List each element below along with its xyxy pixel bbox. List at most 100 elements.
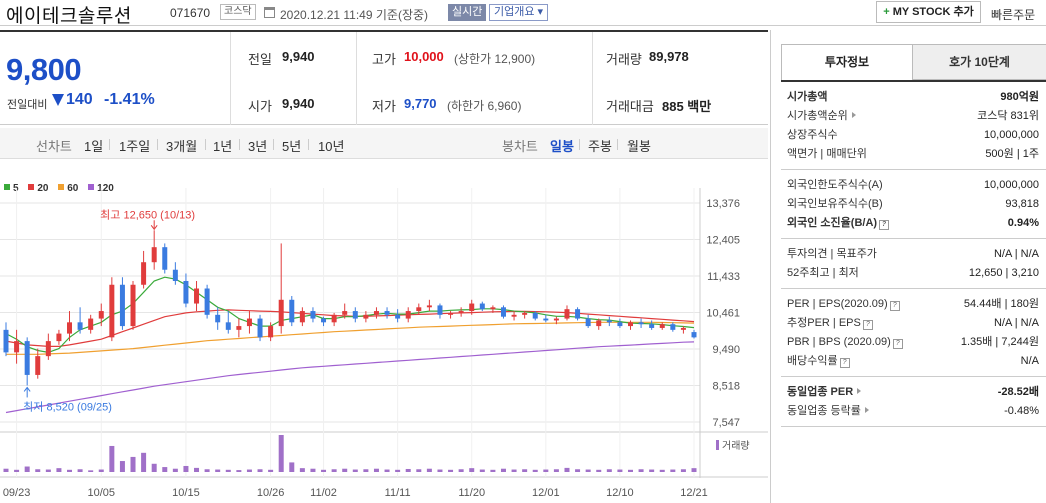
candle <box>14 329 20 364</box>
candle <box>257 314 263 342</box>
x-tick-label: 12/10 <box>606 487 634 499</box>
chart-period-tabs: 선차트 1일 1주일 3개월 1년 3년 5년 10년 봉차트 일봉 주봉 월봉 <box>0 128 768 159</box>
volume-bar <box>331 469 337 472</box>
candle-body <box>575 309 581 319</box>
tab-separator <box>239 139 240 150</box>
candle <box>141 250 147 289</box>
candle-body <box>35 356 41 375</box>
info-value: 1.35배 | 7,244원 <box>960 336 1039 348</box>
volume-bar <box>141 452 147 472</box>
volume-bar <box>575 469 581 472</box>
volume-bar <box>437 469 443 472</box>
tab-daily[interactable]: 일봉 <box>550 139 574 154</box>
info-key-text: 시가총액 <box>787 91 828 103</box>
tab-10year[interactable]: 10년 <box>318 139 345 154</box>
candle-body <box>151 247 157 263</box>
volume-bar <box>596 469 602 472</box>
candle-body <box>617 322 623 327</box>
low-value: 9,770 <box>404 96 437 111</box>
x-tick-label: 10/15 <box>172 487 200 499</box>
tab-1year[interactable]: 1년 <box>213 139 233 154</box>
info-key-text: PBR | BPS (2020.09) <box>787 336 891 348</box>
y-axis-ticks: 13,376 12,405 11,433 10,461 9,490 8,518 7,547 <box>706 198 740 429</box>
candle <box>500 305 506 319</box>
volume-bar <box>352 469 358 472</box>
y-tick-label: 10,461 <box>706 308 740 320</box>
high-annotation: 최고 12,650 (10/13) <box>100 208 195 221</box>
candle-body <box>45 341 51 357</box>
tab-1day[interactable]: 1일 <box>84 139 104 154</box>
info-key-text: 투자의견 | 목표주가 <box>787 248 877 260</box>
info-key-text: PER | EPS(2020.09) <box>787 298 888 310</box>
quick-order-link[interactable]: 빠른주문 <box>991 8 1036 22</box>
info-key-text: 52주최고 | 최저 <box>787 267 859 279</box>
stock-chart[interactable]: 13,37612,40511,43310,4619,4908,5187,547 … <box>0 178 768 503</box>
candle <box>268 322 274 342</box>
volume-bar <box>56 468 62 472</box>
volume-bar <box>585 469 591 472</box>
expand-arrow-icon[interactable] <box>857 388 862 394</box>
volume-bar <box>680 469 686 472</box>
candle <box>331 312 337 327</box>
volume-label: 거래량 <box>606 52 642 67</box>
candle <box>56 329 62 345</box>
candle <box>511 311 517 321</box>
tab-orderbook-10[interactable]: 호가 10단계 <box>912 44 1046 80</box>
volume-bar <box>67 469 73 472</box>
tab-separator <box>109 139 110 150</box>
company-info-dropdown[interactable]: 기업개요 ▾ <box>489 4 549 21</box>
help-icon[interactable]: ? <box>839 358 850 368</box>
info-value: 10,000,000 <box>983 179 1039 191</box>
help-icon[interactable]: ? <box>892 339 903 349</box>
info-value: 93,818 <box>1005 198 1039 210</box>
volume-bar <box>151 463 157 472</box>
candle-body <box>183 280 189 304</box>
candle <box>183 273 189 308</box>
candle <box>45 333 51 360</box>
candle-body <box>352 311 358 319</box>
calendar-icon <box>264 7 275 18</box>
tab-3year[interactable]: 3년 <box>248 139 268 154</box>
candle <box>627 320 633 330</box>
info-group: PER | EPS(2020.09)? 54.44배 | 180원 추정PER | … <box>781 289 1046 377</box>
candle <box>35 348 41 379</box>
tab-5year[interactable]: 5년 <box>282 139 302 154</box>
tab-3month[interactable]: 3개월 <box>166 139 198 154</box>
x-tick-label: 11/11 <box>385 487 411 499</box>
candle <box>321 316 327 327</box>
info-key: 외국인 소진율(B/A)? <box>787 214 890 233</box>
tab-monthly[interactable]: 월봉 <box>627 139 651 154</box>
line-chart-label: 선차트 <box>36 139 72 154</box>
x-tick-label: 11/20 <box>458 487 485 499</box>
candle <box>373 307 379 319</box>
candle <box>278 243 284 334</box>
y-tick-label: 13,376 <box>706 198 740 210</box>
add-mystock-button[interactable]: + MY STOCK 추가 <box>876 1 981 23</box>
volume-bar <box>363 469 369 472</box>
expand-arrow-icon[interactable] <box>864 407 869 413</box>
divider <box>230 32 231 125</box>
price-summary: 9,800 전일대비 140 -1.41% 전일 9,940 고가 10,000… <box>0 30 768 125</box>
expand-arrow-icon[interactable] <box>851 112 856 118</box>
candle <box>352 307 358 323</box>
candle-series <box>3 230 697 386</box>
tab-1week[interactable]: 1주일 <box>119 139 151 154</box>
series-ma120 <box>5 341 695 414</box>
help-icon[interactable]: ? <box>862 320 873 330</box>
candle <box>659 322 665 330</box>
volume-bar <box>543 469 549 472</box>
candle <box>532 311 538 321</box>
help-icon[interactable]: ? <box>879 220 890 230</box>
open-label: 시가 <box>248 99 272 114</box>
volume-bar <box>553 469 559 472</box>
tab-investment-info[interactable]: 투자정보 <box>781 44 913 80</box>
info-group: 동일업종 PER -28.52배 동일업종 등락률 -0.48% <box>781 377 1046 427</box>
volume-bar <box>416 469 422 472</box>
help-icon[interactable]: ? <box>889 301 900 311</box>
volume-legend-swatch <box>716 440 719 450</box>
realtime-button[interactable]: 실시간 <box>448 4 487 21</box>
change-rate: -1.41% <box>104 91 155 108</box>
candle-chart-label: 봉차트 <box>502 139 538 154</box>
candle-body <box>564 309 570 319</box>
tab-weekly[interactable]: 주봉 <box>588 139 612 154</box>
